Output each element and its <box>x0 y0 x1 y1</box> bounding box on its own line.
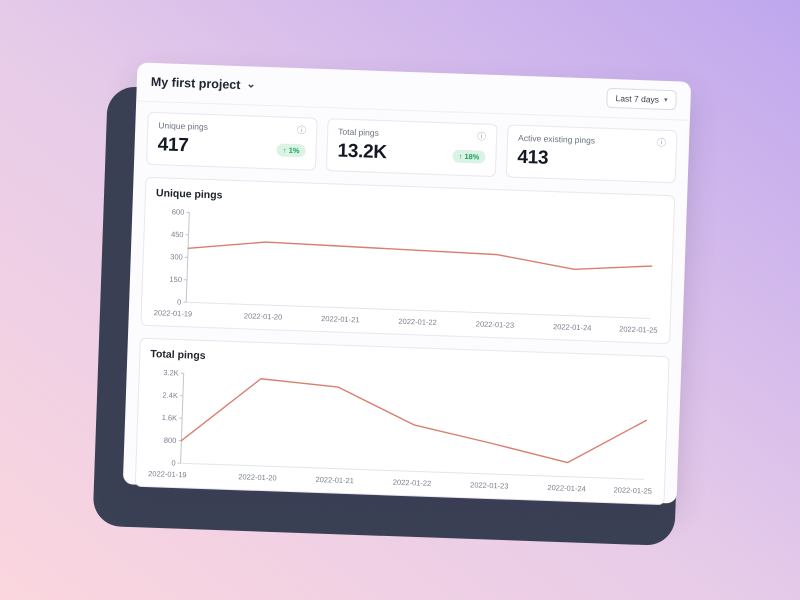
svg-text:2022-01-21: 2022-01-21 <box>315 475 354 485</box>
svg-text:3.2K: 3.2K <box>163 368 179 378</box>
stat-card-unique-pings: Unique pings ⓘ 417 ↑ 1% <box>145 111 318 171</box>
arrow-up-icon: ↑ <box>458 151 463 161</box>
svg-text:2022-01-22: 2022-01-22 <box>393 478 432 488</box>
svg-text:2022-01-20: 2022-01-20 <box>244 311 283 321</box>
total-pings-line-chart: 0 800 1.6K 2.4K 3.2K 2022-01-19 2022-01-20 2022… <box>146 364 658 500</box>
date-range-selector[interactable]: Last 7 days ▾ <box>606 87 677 111</box>
svg-text:1.6K: 1.6K <box>162 413 178 423</box>
svg-text:2022-01-24: 2022-01-24 <box>547 483 586 493</box>
total-pings-chart-panel: Total pings 0 800 1.6K 2.4K 3.2K 2022-01-19 20… <box>134 337 670 506</box>
chevron-down-icon: ⌄ <box>246 77 256 91</box>
unique-pings-line-chart: 0 150 300 450 600 2022-01-19 2022-01-20 2022-01… <box>152 203 664 339</box>
svg-text:2022-01-23: 2022-01-23 <box>470 480 509 490</box>
stat-label: Unique pings <box>158 120 209 132</box>
svg-text:2022-01-24: 2022-01-24 <box>553 322 592 332</box>
svg-text:2022-01-22: 2022-01-22 <box>398 317 437 327</box>
date-range-label: Last 7 days <box>615 93 660 105</box>
stat-value: 413 <box>517 146 549 169</box>
trend-badge: ↑ 1% <box>276 142 306 157</box>
stat-value: 13.2K <box>337 140 388 164</box>
info-icon[interactable]: ⓘ <box>297 124 307 135</box>
svg-text:300: 300 <box>170 252 183 261</box>
svg-text:2022-01-25: 2022-01-25 <box>613 485 652 495</box>
trend-badge: ↑ 18% <box>452 149 486 164</box>
svg-text:450: 450 <box>171 230 184 239</box>
info-icon[interactable]: ⓘ <box>656 137 667 148</box>
arrow-up-icon: ↑ <box>282 145 287 155</box>
svg-text:800: 800 <box>164 436 177 445</box>
stat-label: Total pings <box>338 126 380 138</box>
unique-pings-chart-panel: Unique pings 0 150 300 450 600 2022-01-19 2022… <box>140 176 676 345</box>
svg-text:2.4K: 2.4K <box>162 391 178 401</box>
stat-card-total-pings: Total pings ⓘ 13.2K ↑ 18% <box>325 118 498 178</box>
svg-text:2022-01-25: 2022-01-25 <box>619 324 658 334</box>
trend-value: 18% <box>464 151 480 161</box>
stat-value: 417 <box>157 134 189 157</box>
dashboard-window: My first project ⌄ Last 7 days ▾ Unique … <box>122 62 692 506</box>
stat-card-active-existing-pings: Active existing pings ⓘ 413 <box>505 124 678 184</box>
project-title: My first project <box>150 74 241 93</box>
svg-text:600: 600 <box>172 207 185 216</box>
svg-text:2022-01-19: 2022-01-19 <box>148 469 187 479</box>
trend-value: 1% <box>288 145 300 155</box>
caret-down-icon: ▾ <box>663 96 668 104</box>
svg-text:0: 0 <box>171 458 175 467</box>
stat-label: Active existing pings <box>517 132 596 146</box>
svg-text:2022-01-20: 2022-01-20 <box>238 472 277 482</box>
project-selector[interactable]: My first project ⌄ <box>151 75 256 93</box>
svg-text:2022-01-19: 2022-01-19 <box>154 308 193 318</box>
info-icon[interactable]: ⓘ <box>476 130 487 142</box>
svg-text:150: 150 <box>169 275 182 284</box>
svg-text:0: 0 <box>177 297 181 306</box>
svg-text:2022-01-23: 2022-01-23 <box>476 319 515 329</box>
svg-text:2022-01-21: 2022-01-21 <box>321 314 360 324</box>
